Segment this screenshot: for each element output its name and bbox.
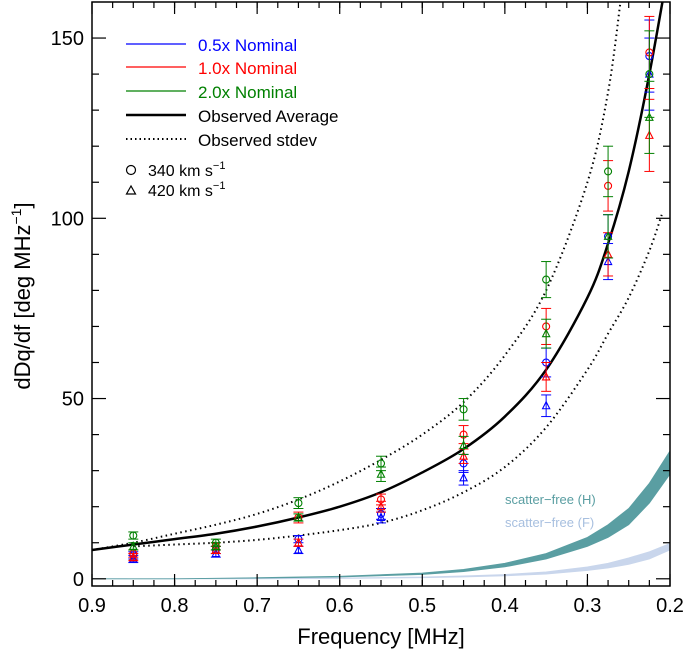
scatter-free-f-band [92,543,670,580]
data-point-triangle [459,440,469,449]
legend-label-0.5x: 0.5x Nominal [198,36,297,55]
data-point-circle [459,405,468,414]
legend-label-2.0x: 2.0x Nominal [198,83,297,102]
data-point-triangle [128,541,138,550]
legend-circle-marker [125,164,137,176]
data-point-triangle [211,541,221,550]
x-tick-label: 0.3 [574,595,602,617]
x-tick-label: 0.7 [243,595,271,617]
data-point-triangle [541,371,551,381]
x-tick-label: 0.2 [656,595,684,617]
scatter-free-h-band [92,450,670,580]
data-point-triangle [128,551,138,561]
data-point-triangle [459,472,469,482]
y-axis: 0 50 100 150 [51,28,670,591]
x-axis-label: Frequency [MHz] [297,624,465,649]
y-tick-label: 150 [51,28,84,50]
data-point-triangle [293,537,303,547]
observed-curves [92,2,664,552]
y-tick-label: 100 [51,208,84,230]
data-point-triangle [644,112,654,121]
data-point-triangle [293,512,303,522]
legend-triangle-marker [125,184,137,195]
scatter-free-bands [92,450,670,580]
y-tick-label: 0 [73,569,84,591]
y-axis-label: dDq/df [deg MHz−1] [8,202,35,389]
data-point-triangle [541,328,551,338]
data-point-circle [542,275,551,284]
data-point-triangle [376,512,386,522]
data-points [128,15,655,564]
data-point-triangle [376,469,386,478]
observed-stdev-lower-curve [133,214,663,548]
legend-label-340: 340 km s−1 [148,160,225,180]
x-tick-label: 0.4 [491,595,519,617]
x-tick-label: 0.9 [78,595,106,617]
legend: 0.5x Nominal 1.0x Nominal 2.0x Nominal O… [125,36,339,200]
data-point-circle [294,499,303,508]
annotation-scatter-free-h: scatter−free (H) [505,492,596,507]
data-point-triangle [128,553,138,563]
legend-label-1.0x: 1.0x Nominal [198,59,297,78]
observed-stdev-upper-curve [92,2,622,551]
x-tick-label: 0.6 [326,595,354,617]
data-point-triangle [459,451,469,460]
series-4 [128,30,655,547]
legend-label-observed-average: Observed Average [198,107,339,126]
annotation-scatter-free-f: scatter−free (F) [505,515,594,530]
data-point-circle [604,167,613,176]
series-5 [128,80,655,551]
y-tick-label: 50 [62,389,84,411]
data-point-triangle [603,231,613,240]
x-tick-label: 0.8 [161,595,189,617]
x-tick-label: 0.5 [408,595,436,617]
observed-average-curve [92,2,664,552]
data-point-triangle [293,544,303,554]
data-point-circle [129,531,138,540]
x-axis: 0.9 0.8 0.7 0.6 0.5 0.4 0.3 0.2 [78,2,684,617]
data-point-circle [645,70,654,79]
legend-label-420: 420 km s−1 [148,180,225,200]
legend-label-observed-stdev: Observed stdev [198,131,318,150]
data-point-triangle [541,400,551,410]
data-point-triangle [376,501,386,511]
